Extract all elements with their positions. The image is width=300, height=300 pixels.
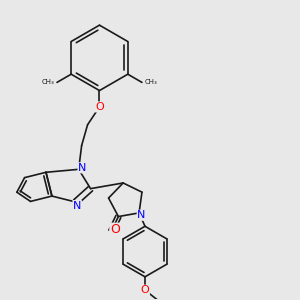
Text: O: O xyxy=(141,285,149,295)
Text: CH₃: CH₃ xyxy=(41,80,54,85)
Text: O: O xyxy=(110,223,120,236)
Text: CH₃: CH₃ xyxy=(145,80,158,85)
Text: O: O xyxy=(95,102,104,112)
Text: N: N xyxy=(78,163,86,173)
Text: N: N xyxy=(73,201,81,211)
Text: N: N xyxy=(137,210,146,220)
